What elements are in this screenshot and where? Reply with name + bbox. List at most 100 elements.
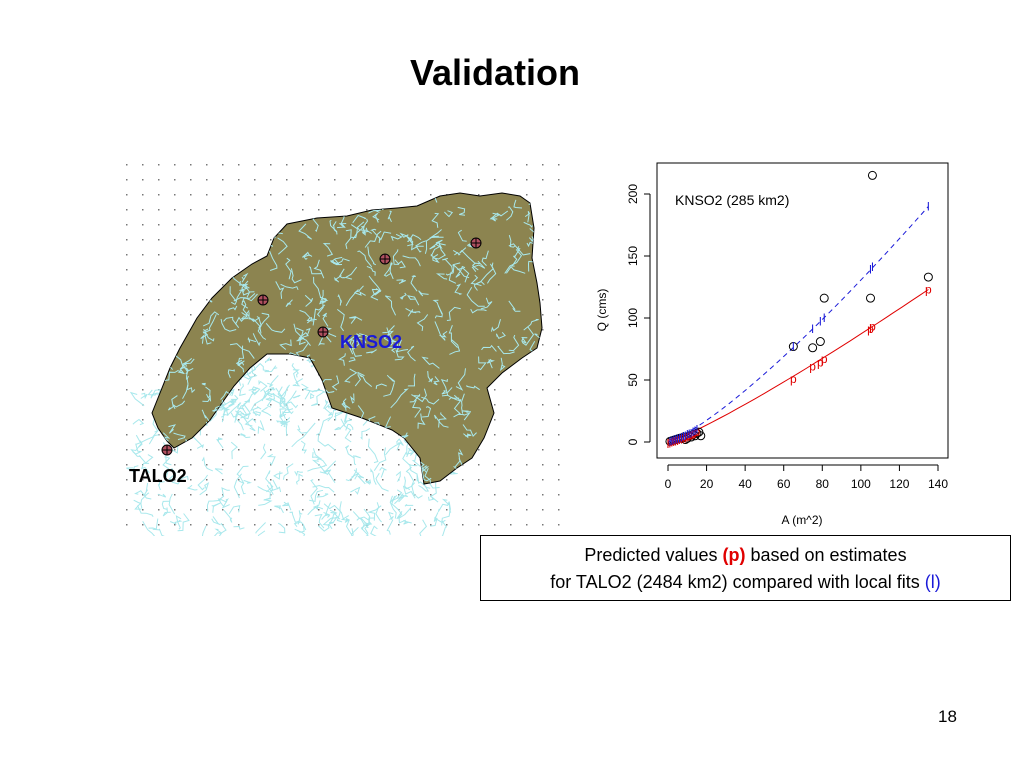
stream-segment (378, 231, 392, 243)
predicted-point: p (688, 428, 695, 442)
grid-dot (430, 524, 432, 526)
predicted-point: p (674, 432, 681, 446)
predicted-point: p (692, 426, 699, 440)
stream-segment (233, 473, 242, 499)
caption-l-marker: (l) (924, 572, 941, 592)
grid-dot (126, 524, 128, 526)
grid-dot (350, 494, 352, 496)
grid-dot (126, 329, 128, 331)
talo2-label: TALO2 (129, 466, 187, 486)
stream-segment (379, 466, 387, 478)
fit-lines (667, 206, 929, 443)
grid-dot (350, 434, 352, 436)
grid-dot (158, 344, 160, 346)
grid-dot (542, 209, 544, 211)
stream-segment (338, 353, 346, 366)
stream-segment (392, 249, 400, 265)
grid-dot (206, 434, 208, 436)
grid-dot (478, 524, 480, 526)
stream-segment (257, 420, 265, 434)
stream-segment (508, 334, 520, 352)
stream-segment (238, 480, 246, 495)
grid-dot (254, 494, 256, 496)
grid-dot (318, 389, 320, 391)
grid-dot (254, 209, 256, 211)
local-fit-point: l (811, 322, 814, 336)
stream-segment (312, 448, 323, 461)
stream-segment (336, 222, 347, 229)
stream-segment (320, 431, 331, 436)
grid-dot (286, 494, 288, 496)
grid-dot (174, 164, 176, 166)
predicted-point: p (809, 359, 816, 373)
grid-dot (398, 449, 400, 451)
stream-segment (387, 210, 392, 223)
stream-segment (175, 515, 182, 530)
grid-dot (398, 464, 400, 466)
stream-segment (462, 424, 477, 437)
stream-segment (202, 329, 215, 342)
grid-dot (510, 494, 512, 496)
grid-dot (174, 344, 176, 346)
stream-segment (215, 218, 227, 231)
stream-segment (497, 345, 515, 355)
stream-segment (305, 437, 317, 464)
grid-dot (174, 479, 176, 481)
stream-segment (396, 339, 409, 353)
grid-dot (382, 449, 384, 451)
stream-segment (459, 247, 476, 264)
grid-dot (158, 509, 160, 511)
grid-dot (126, 449, 128, 451)
stream-segment (350, 393, 355, 404)
grid-dot (302, 509, 304, 511)
grid-dot (558, 209, 560, 211)
stream-segment (511, 255, 518, 267)
stream-segment (441, 498, 452, 513)
grid-dot (494, 524, 496, 526)
grid-dot (510, 389, 512, 391)
grid-dot (158, 449, 160, 451)
grid-dot (126, 374, 128, 376)
stream-segment (241, 453, 256, 467)
stream-segment (498, 383, 509, 405)
grid-dot (350, 164, 352, 166)
grid-dot (558, 374, 560, 376)
grid-dot (158, 299, 160, 301)
stream-segment (353, 469, 366, 485)
grid-dot (270, 509, 272, 511)
grid-dot (126, 419, 128, 421)
stream-segment (296, 327, 311, 342)
grid-dot (206, 284, 208, 286)
stream-segment (435, 273, 448, 280)
grid-dot (558, 314, 560, 316)
stream-segment (411, 482, 423, 499)
stream-segment (295, 473, 304, 485)
grid-dot (270, 464, 272, 466)
grid-dot (526, 434, 528, 436)
grid-dot (254, 164, 256, 166)
stream-segment (323, 503, 345, 520)
grid-dot (542, 179, 544, 181)
grid-dot (190, 509, 192, 511)
stream-segment (132, 418, 145, 426)
grid-dot (190, 179, 192, 181)
outer-stream-network (126, 356, 460, 536)
stream-segment (389, 261, 394, 280)
stream-segment (531, 200, 538, 205)
grid-dot (350, 524, 352, 526)
knso2-label: KNSO2 (340, 332, 403, 352)
stream-segment (533, 378, 542, 397)
stream-segment (424, 468, 435, 484)
stream-segment (206, 499, 221, 512)
grid-dot (190, 239, 192, 241)
stream-segment (258, 312, 270, 329)
stream-segment (448, 325, 458, 348)
stream-segment (212, 404, 223, 413)
grid-dot (462, 479, 464, 481)
local-fit-point: l (674, 433, 677, 447)
grid-dot (238, 449, 240, 451)
stream-segment (228, 414, 237, 436)
grid-dot (542, 449, 544, 451)
grid-dot (286, 164, 288, 166)
stream-segment (356, 221, 372, 234)
